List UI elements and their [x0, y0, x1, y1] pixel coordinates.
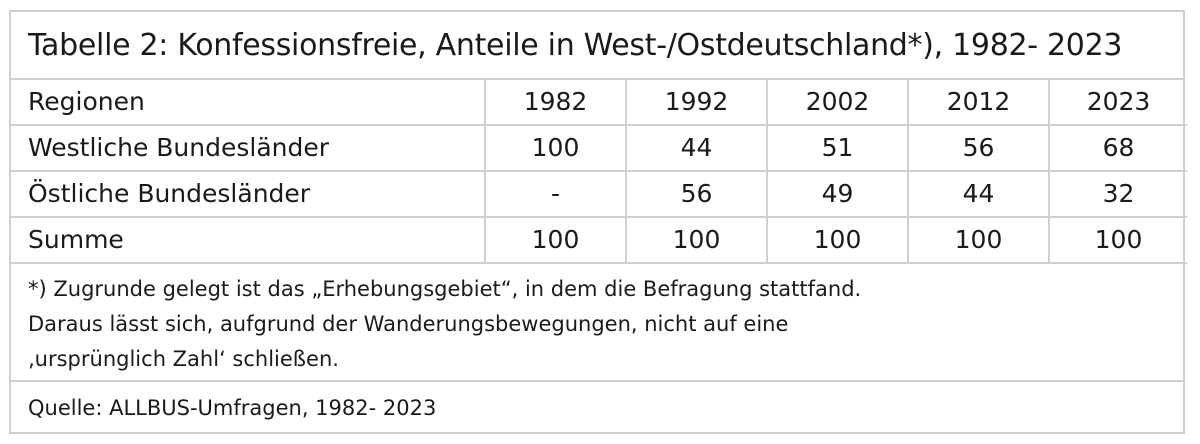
table-row: Summe 100 100 100 100 100 — [11, 217, 1187, 264]
table-cell: 56 — [907, 125, 1049, 172]
table-row: Westliche Bundesländer 100 44 51 56 68 — [11, 125, 1187, 172]
row-label: Östliche Bundesländer — [11, 171, 485, 218]
table-cell: 32 — [1048, 171, 1187, 218]
header-cell-year: 2002 — [766, 80, 908, 126]
table-cell: 56 — [625, 171, 767, 218]
header-cell-region: Regionen — [11, 80, 485, 126]
footnote-line: ‚ursprünglich Zahl‘ schließen. — [28, 347, 339, 371]
footnote: *) Zugrunde gelegt ist das „Erhebungsgeb… — [11, 260, 1183, 382]
header-cell-year: 2023 — [1048, 80, 1187, 126]
table-cell: 51 — [766, 125, 908, 172]
table-cell: 100 — [907, 217, 1049, 264]
header-cell-year: 1982 — [484, 80, 626, 126]
table-cell: 49 — [766, 171, 908, 218]
footnote-line: *) Zugrunde gelegt ist das „Erhebungsgeb… — [28, 277, 862, 301]
table-cell: 100 — [1048, 217, 1187, 264]
table-cell: 68 — [1048, 125, 1187, 172]
header-row: Regionen 1982 1992 2002 2012 2023 — [11, 80, 1187, 126]
table-title: Tabelle 2: Konfessionsfreie, Anteile in … — [11, 12, 1183, 80]
table-cell: 100 — [766, 217, 908, 264]
table-cell: 100 — [484, 125, 626, 172]
row-label: Westliche Bundesländer — [11, 125, 485, 172]
source-note: Quelle: ALLBUS-Umfragen, 1982- 2023 — [28, 396, 437, 420]
row-label: Summe — [11, 217, 485, 264]
table-cell: - — [484, 171, 626, 218]
header-cell-year: 2012 — [907, 80, 1049, 126]
table-row: Östliche Bundesländer - 56 49 44 32 — [11, 171, 1187, 218]
table-frame: Tabelle 2: Konfessionsfreie, Anteile in … — [9, 10, 1187, 434]
data-table: Regionen 1982 1992 2002 2012 2023 Westli… — [11, 80, 1187, 264]
table-cell: 44 — [907, 171, 1049, 218]
table-cell: 44 — [625, 125, 767, 172]
table-cell: 100 — [484, 217, 626, 264]
header-cell-year: 1992 — [625, 80, 767, 126]
table-cell: 100 — [625, 217, 767, 264]
footnote-line: Daraus lässt sich, aufgrund der Wanderun… — [28, 312, 789, 336]
